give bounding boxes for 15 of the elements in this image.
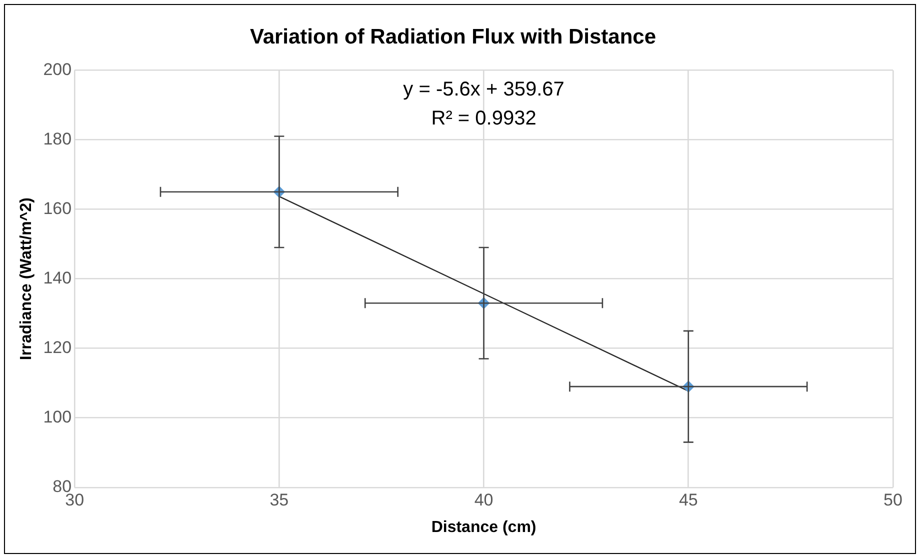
annotation: R² = 0.9932 <box>431 108 536 130</box>
x-tick-label: 50 <box>884 490 902 510</box>
annotation: y = -5.6x + 359.67 <box>403 78 564 101</box>
x-tick-label: 40 <box>474 490 494 510</box>
y-tick-label: 140 <box>43 268 72 288</box>
y-tick-label: 100 <box>43 408 72 427</box>
y-tick-label: 200 <box>43 60 72 79</box>
x-axis-title: Distance (cm) <box>431 518 536 536</box>
y-tick-label: 180 <box>43 129 72 148</box>
x-tick-label: 45 <box>678 490 698 510</box>
y-axis-title: Irradiance (Watt/m^2) <box>18 198 36 360</box>
y-tick-label: 160 <box>43 198 72 218</box>
x-tick-label: 35 <box>270 490 289 510</box>
chart-title: Variation of Radiation Flux with Distance <box>250 25 656 48</box>
y-tick-label: 120 <box>43 338 72 358</box>
